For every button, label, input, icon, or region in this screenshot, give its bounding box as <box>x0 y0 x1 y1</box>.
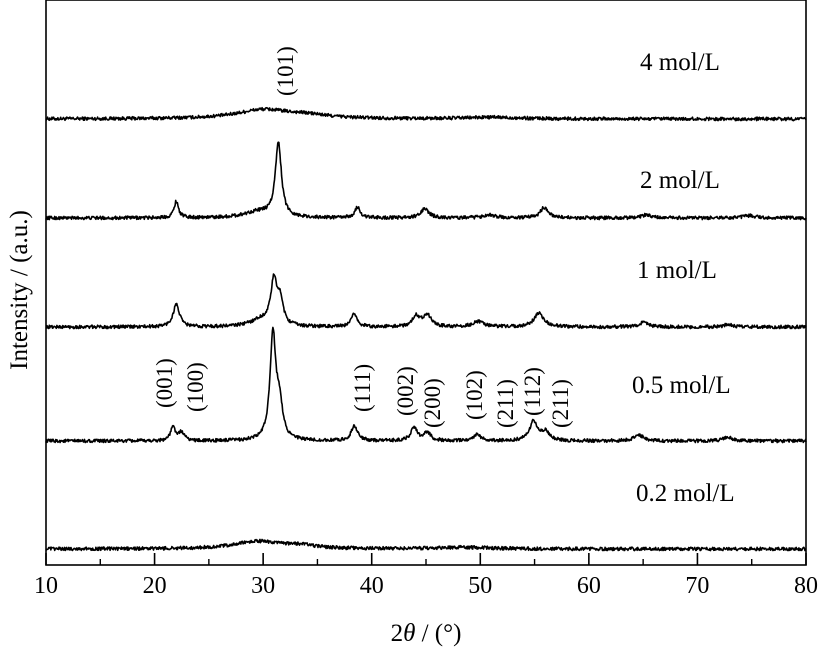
peak-label-112: (112) <box>520 367 545 416</box>
series-label-2mol: 2 mol/L <box>640 167 720 194</box>
trace-series-1 <box>45 141 807 221</box>
trace-series-2 <box>45 273 807 330</box>
peak-label-211-a: (211) <box>493 379 518 428</box>
series-label-4mol: 4 mol/L <box>640 49 720 76</box>
series-label-0-5mol: 0.5 mol/L <box>632 372 731 399</box>
x-tick-label: 30 <box>251 573 275 599</box>
diffraction-traces <box>45 106 807 552</box>
x-axis-title: 2θ / (°) <box>391 620 462 647</box>
trace-series-0 <box>45 106 807 122</box>
peak-label-211-b: (211) <box>548 379 573 428</box>
y-axis-title: Intensity / (a.u.) <box>6 210 33 370</box>
peak-label-100: (100) <box>183 362 208 412</box>
peak-label-001: (001) <box>152 358 177 408</box>
peak-label-200: (200) <box>420 378 445 428</box>
x-tick-label: 40 <box>360 573 384 599</box>
x-tick-label: 50 <box>468 573 492 599</box>
peak-label-102: (102) <box>462 370 487 420</box>
x-axis-tick-labels: 10 20 30 40 50 60 70 80 <box>34 573 818 599</box>
trace-series-4 <box>45 538 807 552</box>
peak-label-111: (111) <box>350 364 375 412</box>
series-label-0-2mol: 0.2 mol/L <box>636 480 735 507</box>
x-tick-label: 70 <box>685 573 709 599</box>
peak-label-101: (101) <box>273 46 298 96</box>
series-label-1mol: 1 mol/L <box>637 257 717 284</box>
x-tick-label: 60 <box>577 573 601 599</box>
x-tick-label: 20 <box>143 573 167 599</box>
x-axis-ticks <box>45 553 807 565</box>
peak-label-002: (002) <box>393 366 418 416</box>
trace-series-3 <box>45 326 807 444</box>
x-tick-label: 10 <box>34 573 58 599</box>
x-tick-label: 80 <box>794 573 818 599</box>
